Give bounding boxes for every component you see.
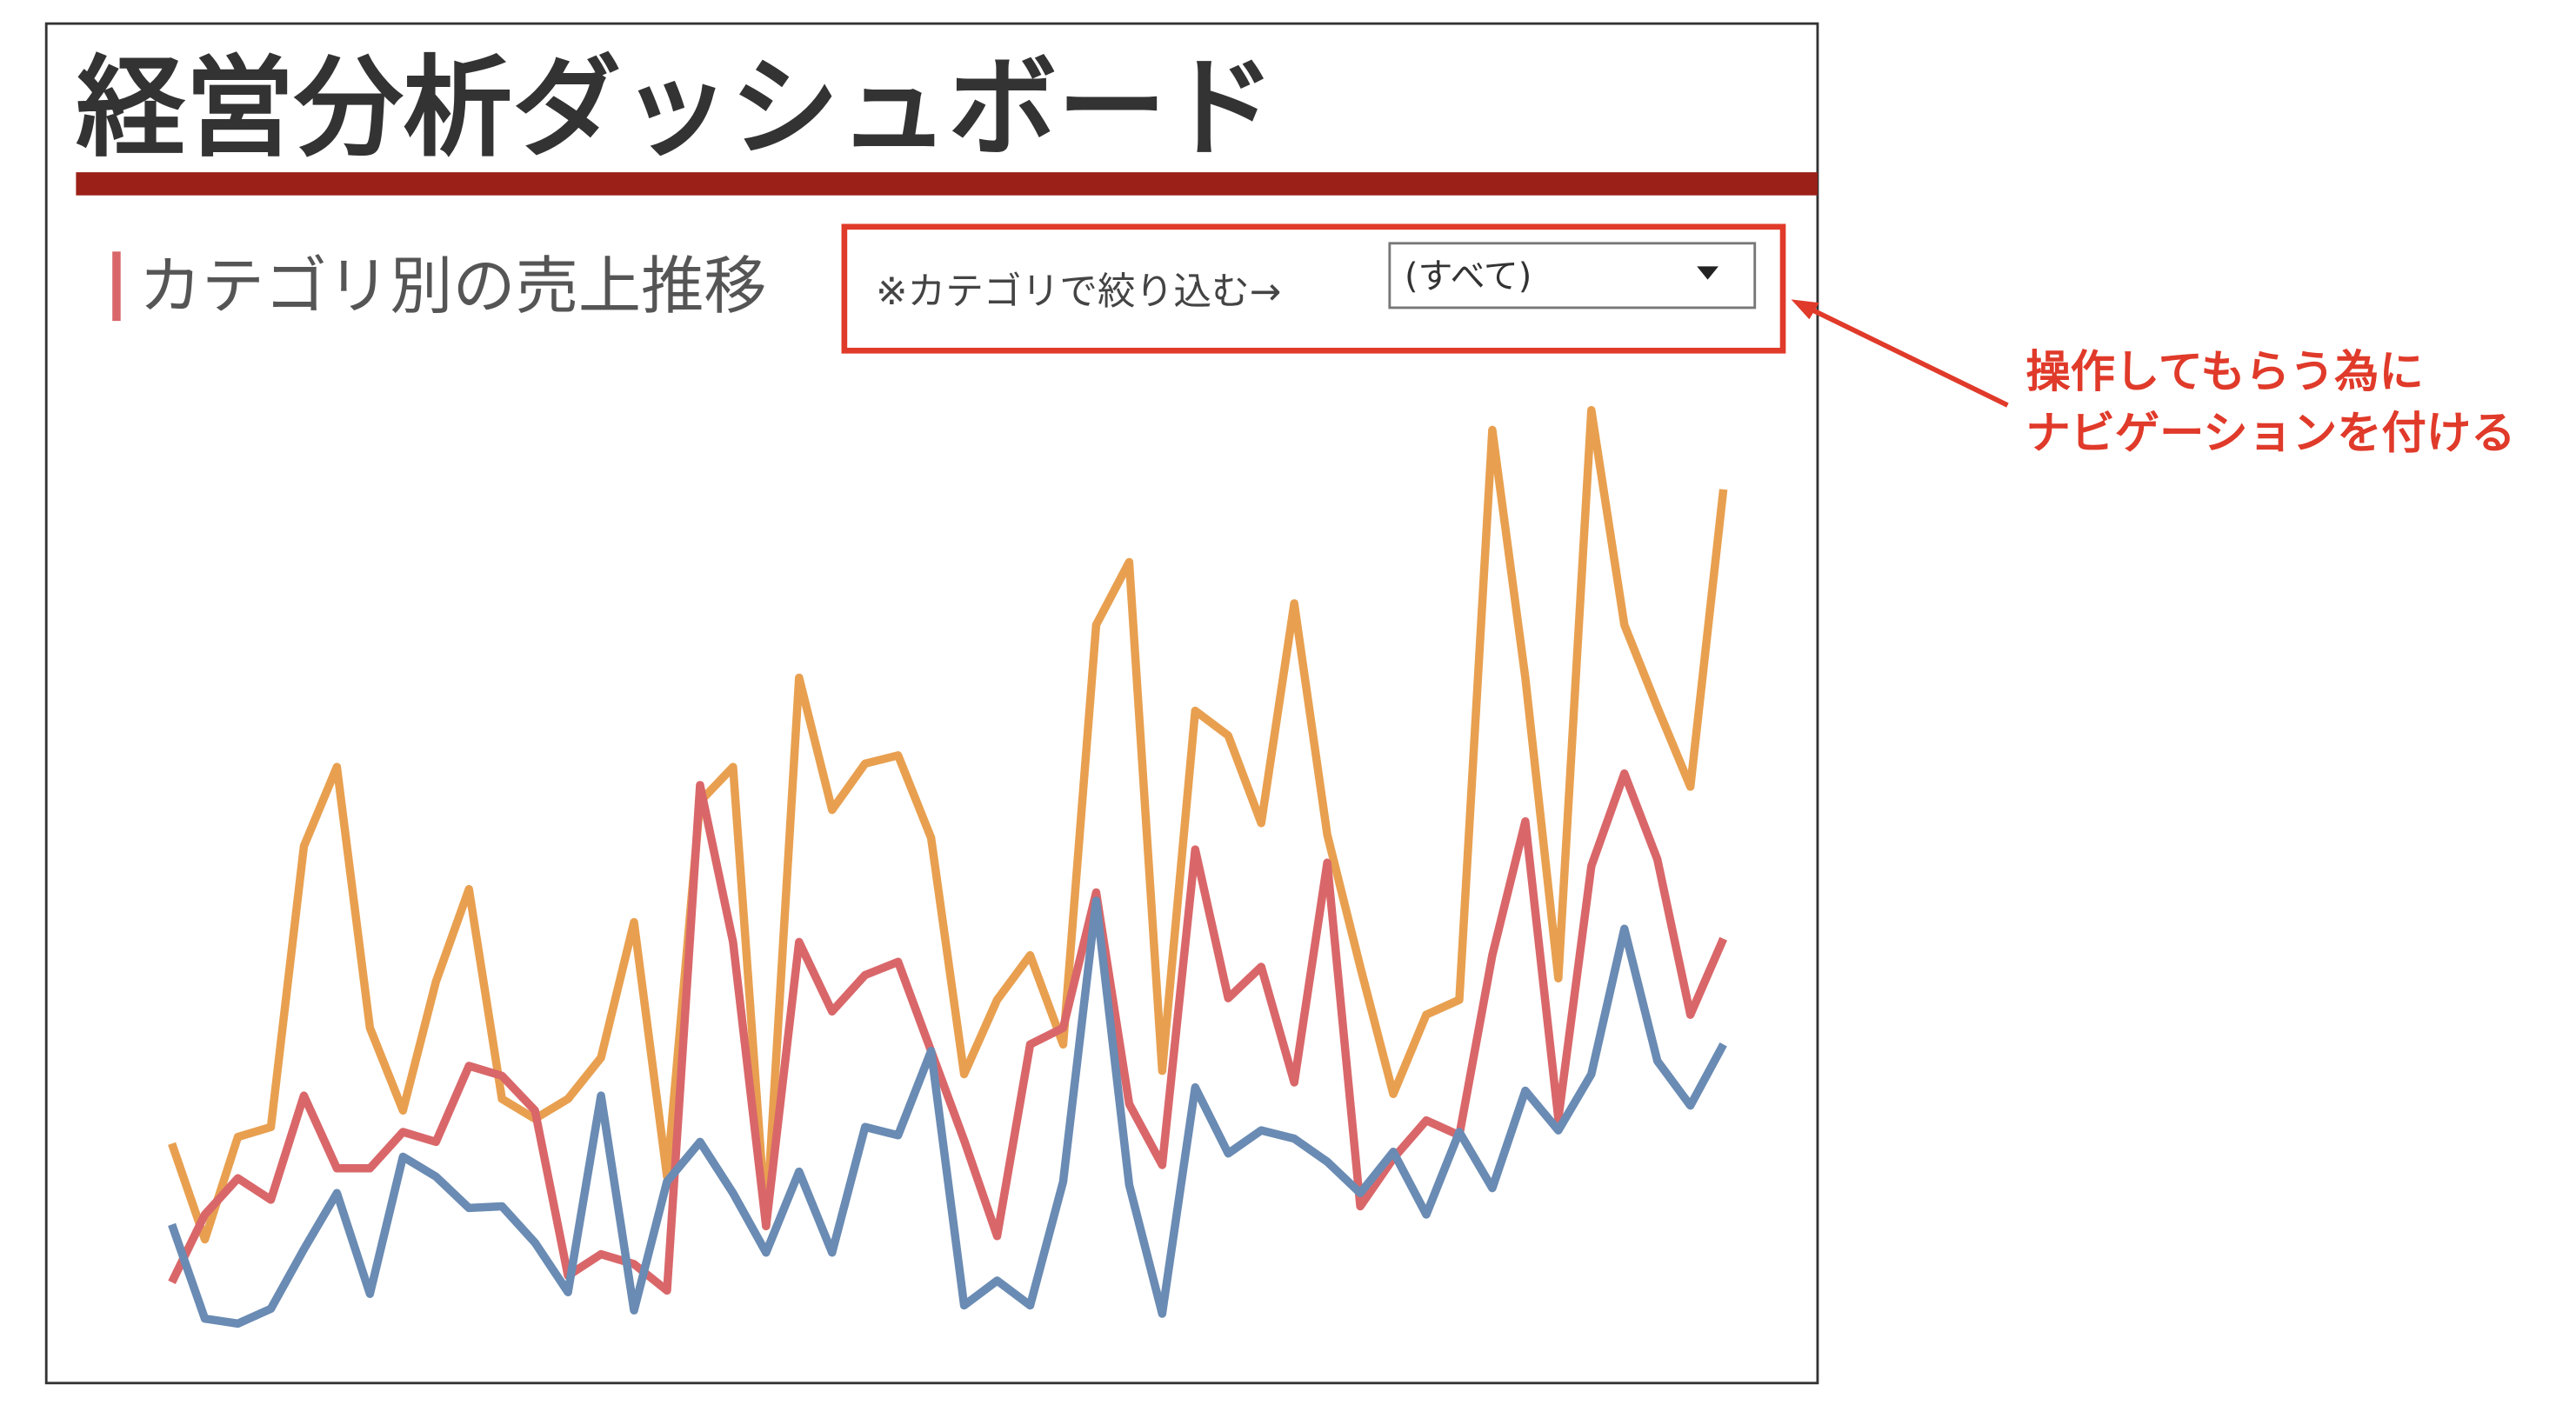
dropdown-value[interactable]: (すべて) bbox=[1405, 256, 1532, 296]
sales-line bbox=[168, 896, 1727, 1328]
dashboard-title: 経営分析ダッシュボード bbox=[76, 45, 1275, 172]
section-title: カテゴリ別の売上推移 bbox=[139, 250, 767, 323]
annotation-text: ナビゲーションを付ける bbox=[2025, 407, 2515, 459]
dropdown-box[interactable] bbox=[1388, 242, 1757, 310]
highlight-box bbox=[841, 223, 1786, 354]
title-underline bbox=[76, 172, 1818, 196]
dropdown-arrow[interactable] bbox=[1697, 266, 1718, 280]
annotation-arrowhead bbox=[1791, 299, 1819, 320]
annotation-arrow bbox=[1803, 303, 2009, 408]
sales-chart bbox=[168, 405, 1728, 1328]
filter-label: ※カテゴリで絞り込む→ bbox=[876, 270, 1281, 314]
sales-line bbox=[168, 769, 1727, 1295]
annotation-text: 操作してもらう為に bbox=[2025, 346, 2423, 398]
sales-line bbox=[168, 405, 1728, 1244]
category-dropdown[interactable]: (すべて) bbox=[1388, 242, 1757, 310]
section-marker bbox=[112, 251, 121, 322]
